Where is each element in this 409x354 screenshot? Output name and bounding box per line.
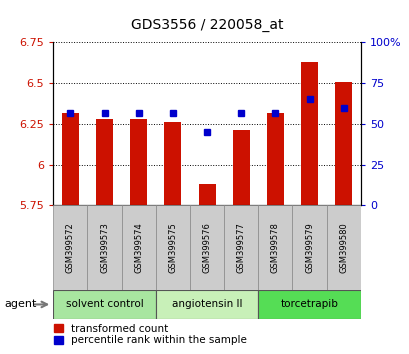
Bar	[121, 205, 155, 290]
Bar	[87, 205, 121, 290]
Bar	[232, 130, 249, 205]
Bar	[53, 205, 87, 290]
Text: GDS3556 / 220058_at: GDS3556 / 220058_at	[130, 18, 283, 32]
Text: GSM399574: GSM399574	[134, 222, 143, 273]
Legend: transformed count, percentile rank within the sample: transformed count, percentile rank withi…	[54, 324, 246, 345]
Text: GSM399573: GSM399573	[100, 222, 109, 273]
Text: solvent control: solvent control	[65, 299, 143, 309]
Bar	[326, 205, 360, 290]
Bar	[258, 205, 292, 290]
Bar	[189, 205, 224, 290]
Bar	[155, 290, 258, 319]
Text: GSM399576: GSM399576	[202, 222, 211, 273]
Bar	[53, 290, 155, 319]
Bar	[155, 205, 189, 290]
Bar	[300, 62, 317, 205]
Text: GSM399579: GSM399579	[304, 222, 313, 273]
Text: agent: agent	[4, 299, 36, 309]
Bar	[258, 290, 360, 319]
Bar	[62, 113, 79, 205]
Bar	[198, 184, 215, 205]
Bar	[266, 113, 283, 205]
Text: angiotensin II: angiotensin II	[171, 299, 242, 309]
Bar	[334, 81, 351, 205]
Text: GSM399572: GSM399572	[66, 222, 75, 273]
Text: GSM399578: GSM399578	[270, 222, 279, 273]
Text: torcetrapib: torcetrapib	[280, 299, 338, 309]
Bar	[164, 122, 181, 205]
Bar	[292, 205, 326, 290]
Bar	[96, 119, 113, 205]
Text: GSM399575: GSM399575	[168, 222, 177, 273]
Text: GSM399577: GSM399577	[236, 222, 245, 273]
Bar	[224, 205, 258, 290]
Text: GSM399580: GSM399580	[338, 222, 347, 273]
Bar	[130, 119, 147, 205]
